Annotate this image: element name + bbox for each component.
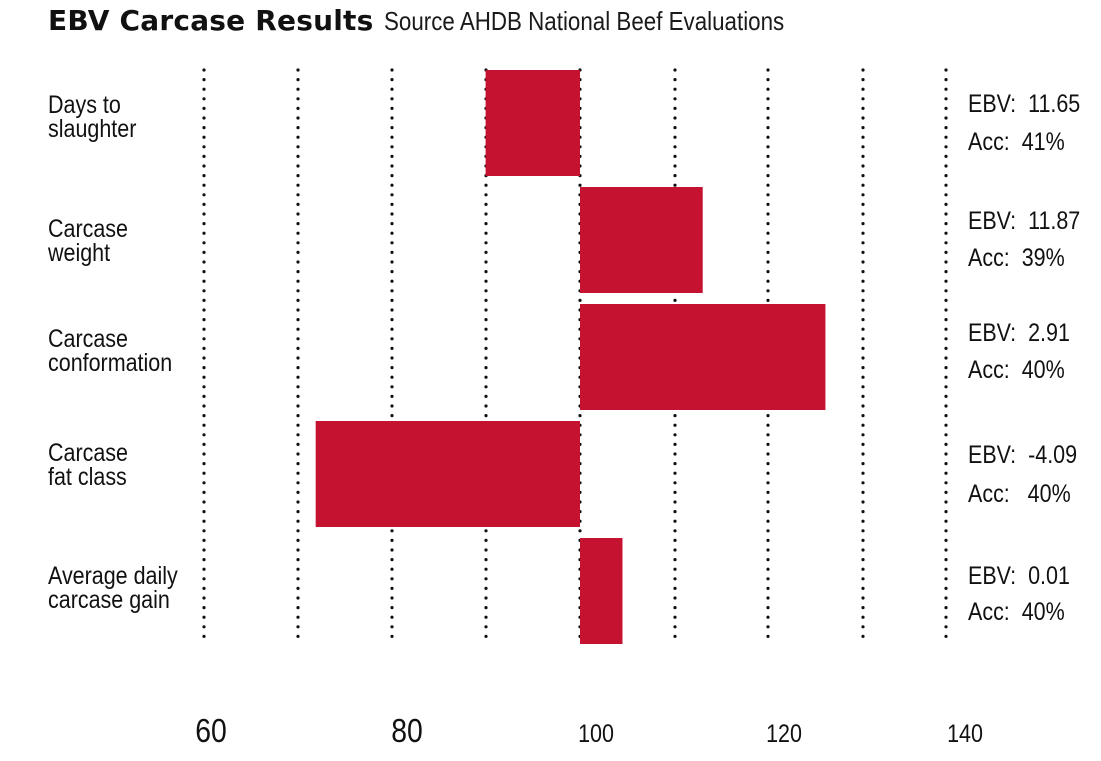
- acc-value-1: Acc: 39%: [968, 243, 1065, 271]
- category-label-4: Average daily carcase gain: [48, 561, 178, 613]
- tick-label-1: 80: [391, 712, 423, 750]
- category-label-line: Carcase: [48, 324, 128, 352]
- ebv-value-1: EBV: 11.87: [968, 206, 1080, 234]
- acc-value-3: Acc: 40%: [968, 479, 1071, 507]
- acc-value-0: Acc: 41%: [968, 127, 1065, 155]
- category-label-1: Carcase weight: [47, 214, 128, 266]
- acc-value-4: Acc: 40%: [968, 597, 1065, 625]
- category-label-line: conformation: [48, 348, 172, 376]
- category-label-line: weight: [47, 238, 111, 266]
- ebv-value-2: EBV: 2.91: [968, 318, 1070, 346]
- ebv-value-0: EBV: 11.65: [968, 89, 1080, 117]
- category-label-line: carcase gain: [48, 585, 170, 613]
- tick-label-4: 140: [947, 719, 983, 747]
- ebv-value-3: EBV: -4.09: [968, 440, 1077, 468]
- tick-label-0: 60: [195, 712, 227, 750]
- tick-label-2: 100: [578, 719, 614, 747]
- category-label-2: Carcase conformation: [48, 324, 172, 376]
- ebv-value-4: EBV: 0.01: [968, 561, 1070, 589]
- category-label-0: Days to slaughter: [48, 90, 137, 142]
- bar-4: [580, 538, 623, 644]
- chart-title: EBV Carcase Results: [48, 4, 374, 37]
- tick-label-3: 120: [766, 719, 802, 747]
- acc-value-2: Acc: 40%: [968, 355, 1065, 383]
- category-label-line: Average daily: [48, 561, 178, 589]
- category-label-3: Carcase fat class: [48, 438, 128, 490]
- bar-3: [315, 421, 580, 527]
- chart-source: Source AHDB National Beef Evaluations: [383, 6, 784, 36]
- category-label-line: Carcase: [48, 214, 128, 242]
- bar-2: [580, 304, 826, 410]
- category-label-line: slaughter: [48, 114, 137, 142]
- category-label-line: Carcase: [48, 438, 128, 466]
- bar-0: [485, 70, 580, 176]
- bar-1: [580, 187, 703, 293]
- category-label-line: fat class: [48, 462, 127, 490]
- chart-title-row: EBV Carcase Results Source AHDB National…: [48, 4, 849, 44]
- category-label-line: Days to: [48, 90, 121, 118]
